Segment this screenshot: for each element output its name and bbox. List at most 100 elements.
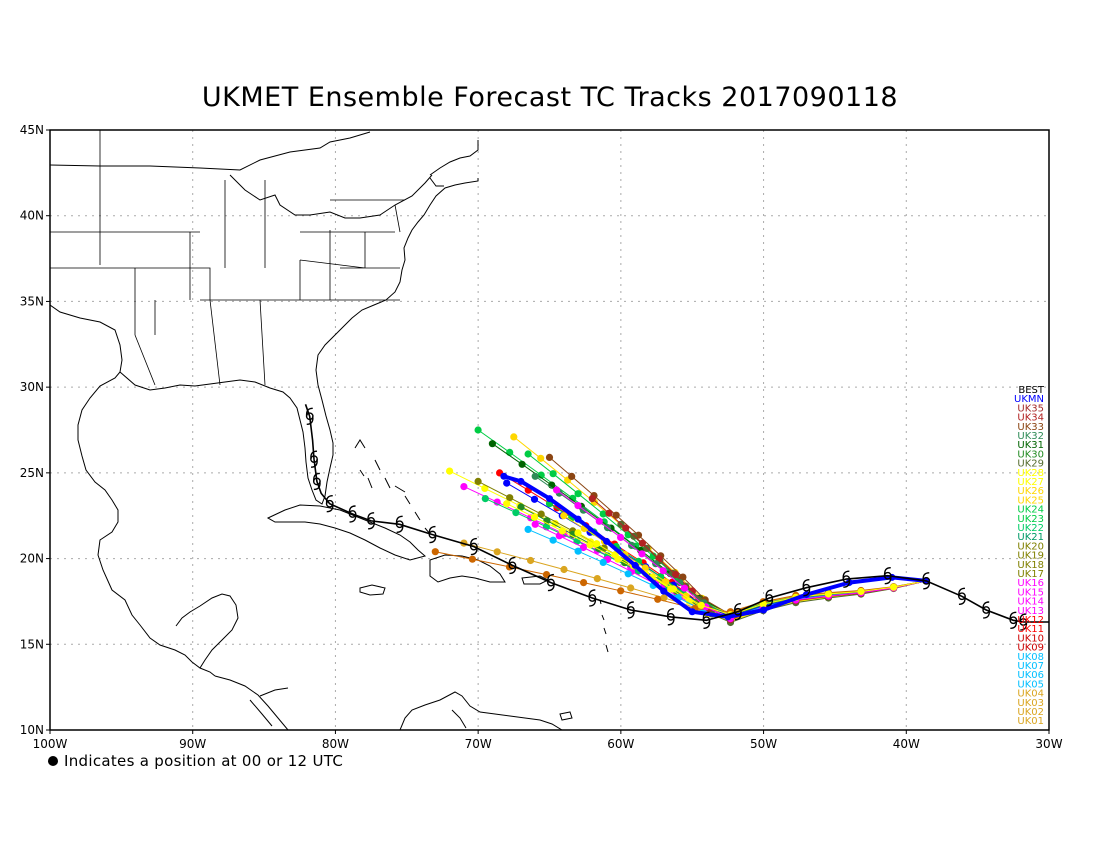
legend-entry: UKMN [1014, 394, 1044, 405]
member-position-dot [659, 567, 667, 575]
legend-entry: UK10 [1017, 633, 1044, 644]
member-position-dot [527, 556, 535, 565]
member-position-dot [474, 426, 482, 434]
jamaica [359, 584, 386, 596]
legend-entry: UK33 [1017, 422, 1044, 433]
member-position-dot [574, 502, 582, 510]
legend-entry: UK11 [1017, 624, 1044, 635]
canada-maritimes [429, 140, 479, 187]
member-position-dot [657, 573, 665, 581]
member-position-dot [679, 573, 687, 581]
member-position-dot [474, 477, 482, 485]
member-position-dot [622, 524, 630, 532]
member-position-dot [545, 453, 554, 461]
hurricane-symbol-icon [702, 611, 711, 629]
hurricane-symbol-icon [310, 450, 318, 468]
member-position-dot [531, 472, 539, 480]
hurricane-symbol-icon [325, 495, 334, 513]
member-position-dot [517, 503, 525, 511]
chart-title: UKMET Ensemble Forecast TC Tracks 201709… [201, 82, 899, 113]
member-position-dot [524, 450, 532, 458]
hurricane-symbol-icon [547, 573, 555, 592]
member-position-dot [531, 520, 539, 528]
member-position-dot [560, 565, 568, 574]
member-position-dot [638, 539, 647, 547]
legend-entry: UK16 [1017, 578, 1044, 589]
member-position-dot [695, 596, 703, 604]
legend-entry: UK25 [1017, 495, 1044, 506]
legend-entry: UK28 [1017, 468, 1044, 479]
member-position-dot [549, 536, 557, 544]
lesser-antilles [599, 599, 609, 653]
footnote: Indicates a position at 00 or 12 UTC [48, 752, 343, 770]
member-position-dot [503, 500, 511, 508]
footnote-text: Indicates a position at 00 or 12 UTC [64, 752, 344, 770]
member-position-dot [579, 543, 588, 552]
south-america [399, 691, 563, 730]
legend-entry: UK05 [1017, 679, 1044, 690]
member-position-dot [586, 541, 594, 549]
legend-entry: UK35 [1017, 403, 1044, 414]
legend-entry: UK02 [1017, 707, 1044, 718]
legend-entry: UK06 [1017, 670, 1044, 681]
mean-position-dot [688, 608, 696, 616]
member-position-dot [488, 440, 496, 448]
member-position-dot [549, 470, 557, 478]
member-position-dot [493, 548, 501, 556]
member-position-dot [510, 433, 518, 441]
member-position-dot [574, 529, 582, 537]
hurricane-symbol-icon [626, 601, 635, 619]
member-position-dot [560, 512, 568, 520]
legend-entry: UK21 [1017, 532, 1044, 543]
member-position-dot [460, 483, 468, 491]
map-frame [49, 129, 1050, 731]
x-tick-label: 100W [33, 737, 68, 751]
mean-position-dot [660, 587, 668, 595]
gridlines [50, 130, 1049, 730]
member-position-dot [468, 555, 476, 563]
y-tick-label: 30N [20, 380, 44, 394]
legend-entry: UK12 [1017, 615, 1044, 626]
member-position-dot [431, 548, 439, 556]
mexico-yucatan [175, 593, 239, 669]
legend-entry: UK07 [1017, 661, 1044, 672]
hurricane-symbol-icon [842, 570, 851, 588]
legend-entry: UK15 [1017, 587, 1044, 598]
mean-position-dot [631, 561, 639, 569]
trinidad [559, 711, 573, 721]
legend-entry: UK22 [1017, 523, 1044, 534]
legend-entry: UK09 [1017, 643, 1044, 654]
member-position-dot [503, 479, 511, 487]
member-position-dot [580, 579, 588, 587]
state-lines [50, 130, 405, 386]
member-position-dot [530, 495, 539, 503]
hurricane-symbol-icon [395, 515, 404, 533]
gulf-coast [119, 178, 479, 505]
legend-entry: UK27 [1017, 477, 1044, 488]
member-position-dot [672, 571, 680, 579]
legend-entry: UK14 [1017, 597, 1044, 608]
mean-position-dot [603, 537, 611, 545]
hurricane-symbol-icon [469, 537, 478, 556]
member-position-dot [537, 510, 545, 518]
legend-entry: UK26 [1017, 486, 1044, 497]
hurricane-symbol-icon [982, 601, 991, 619]
member-position-dot [506, 494, 514, 502]
hurricane-symbol-icon [428, 525, 437, 544]
legend-entry: UK01 [1017, 716, 1044, 727]
y-tick-label: 45N [20, 123, 44, 137]
member-position-dot [660, 594, 668, 602]
member-position-dot [641, 564, 649, 572]
member-position-dot [588, 495, 596, 503]
hurricane-symbol-icon [588, 589, 597, 607]
hurricane-symbol-icon [1009, 611, 1018, 629]
y-tick-label: 40N [20, 209, 44, 223]
member-position-dot [697, 601, 705, 609]
legend-entry: UK03 [1017, 698, 1044, 709]
y-tick-label: 25N [20, 466, 44, 480]
member-position-dot [574, 547, 582, 555]
legend: BESTUKMNUK35UK34UK33UK32UK31UK30UK29UK28… [1014, 385, 1045, 727]
hurricane-symbol-icon [922, 572, 931, 590]
x-tick-label: 60W [607, 737, 634, 751]
